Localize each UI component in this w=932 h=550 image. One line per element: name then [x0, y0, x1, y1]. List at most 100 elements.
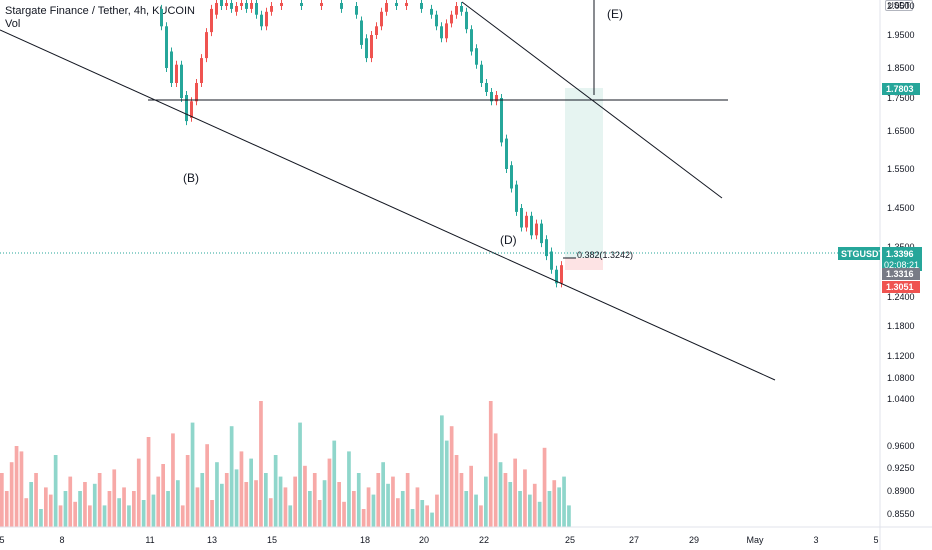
candle-body [440, 26, 443, 39]
candle-body [180, 64, 183, 98]
price-tick-label: 0.8900 [887, 486, 915, 496]
volume-bar [508, 482, 513, 527]
candle-body [230, 3, 233, 9]
volume-bar [366, 487, 371, 527]
price2-badge [882, 268, 920, 280]
candle-body [455, 6, 458, 15]
time-tick-label: 29 [689, 535, 699, 545]
candle-body [430, 8, 433, 15]
volume-bar [557, 487, 561, 527]
candle-body [385, 3, 388, 12]
candle-body [495, 95, 498, 102]
volume-bar [254, 480, 258, 527]
candle-body [220, 0, 223, 6]
price-tick-label: 1.5500 [887, 164, 915, 174]
price3-badge [882, 281, 920, 293]
candle-body [490, 92, 493, 102]
volume-bar [78, 491, 82, 527]
volume-bar [493, 433, 498, 527]
candles [160, 0, 573, 288]
time-tick-label: 20 [419, 535, 429, 545]
volume-bar [479, 505, 483, 527]
volume-bar [259, 401, 263, 527]
candle-body [170, 51, 173, 83]
volume-bar [312, 473, 317, 527]
volume-bar [39, 509, 43, 527]
price-tick-label: 1.4500 [887, 203, 915, 213]
last-price-text: 1.3396 [886, 249, 914, 259]
volume-bar [161, 464, 165, 527]
candle-body [300, 3, 303, 6]
volume-bar [156, 476, 161, 527]
volume-bar [298, 422, 302, 527]
volume-bar [386, 483, 390, 527]
volume-bar [24, 498, 29, 527]
volume-bar [361, 509, 366, 527]
volume-bar [396, 498, 400, 527]
volume-bar [63, 491, 68, 527]
volume-bar [337, 482, 341, 527]
candle-body [510, 165, 513, 189]
level-badge-text: 1.7803 [886, 84, 914, 94]
time-axis[interactable]: 5 8 11 13 15 18 20 22 25 27 29 May 3 5 [0, 535, 879, 545]
volume-bar [83, 482, 87, 527]
lower-trendline[interactable] [0, 29, 776, 381]
volume-bar [308, 491, 312, 527]
candle-body [195, 83, 198, 102]
price-tick-label: 1.0400 [887, 394, 915, 404]
candle-body [250, 3, 253, 9]
volume-bar [469, 465, 473, 527]
volume-bar [117, 498, 121, 527]
volume-bar [498, 462, 503, 527]
volume-bar [151, 494, 156, 527]
price2-text: 1.3316 [886, 269, 914, 279]
volume-bar [347, 451, 351, 527]
price-tick-label: 1.0800 [887, 373, 915, 383]
price-tick-label: 1.2400 [887, 292, 915, 302]
candle-body [550, 251, 553, 270]
volume-bar [215, 462, 219, 527]
volume-bar [249, 458, 253, 527]
volume-bar [264, 473, 268, 527]
volume-bar [327, 458, 332, 527]
candle-body [470, 29, 473, 52]
time-tick-label: May [746, 535, 764, 545]
candle-body [405, 3, 408, 6]
candle-body [205, 32, 208, 59]
time-tick-label: 27 [629, 535, 639, 545]
price3-text: 1.3051 [886, 282, 914, 292]
price-tick-label: 1.7500 [887, 93, 915, 103]
candle-body [360, 20, 363, 45]
volume-bar [420, 500, 425, 527]
volume-bar [303, 465, 307, 527]
candle-body [475, 48, 478, 65]
price-tick-label: 0.9600 [887, 441, 915, 451]
volume-bar [552, 480, 557, 527]
volume-bar [444, 440, 449, 527]
volume-bar [503, 473, 508, 527]
volume-bar [537, 501, 542, 527]
candle-body [375, 26, 378, 35]
candle-body [485, 83, 488, 92]
volume-bar [166, 491, 170, 527]
candle-body [165, 26, 168, 68]
volume-bar [528, 494, 532, 527]
volume-bar [523, 469, 527, 527]
candle-body [480, 64, 483, 83]
volume-bars [0, 401, 571, 527]
volume-bar [34, 473, 38, 527]
currency-badge[interactable]: USDT [885, 0, 913, 11]
time-tick-label: 5 [873, 535, 878, 545]
candle-body [245, 3, 248, 9]
price-tick-label: 0.8550 [887, 509, 915, 519]
volume-bar [488, 401, 493, 527]
volume-bar [190, 422, 195, 527]
time-tick-label: 3 [813, 535, 818, 545]
volume-bar [410, 509, 415, 527]
volume-bar [146, 437, 151, 527]
upper-trendline[interactable] [461, 1, 723, 199]
candle-body [270, 6, 273, 12]
volume-bar [58, 505, 63, 527]
volume-bar [547, 491, 552, 527]
